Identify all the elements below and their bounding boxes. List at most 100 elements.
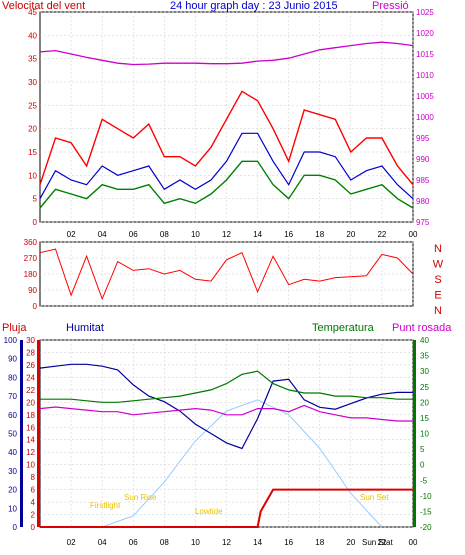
wind-axis-left: 0 5 10 15 20 25 30 35 40 45 <box>28 8 37 227</box>
direction-series <box>39 248 414 301</box>
pressure-y-tick: 1025 <box>416 8 434 17</box>
rain-y-tick: 0 <box>31 523 36 532</box>
climate-x-tick: 02 <box>67 538 76 547</box>
climate-x-tick: 16 <box>284 538 293 547</box>
pressure-label: Pressió <box>372 0 409 12</box>
rain-line <box>40 488 413 528</box>
wind-x-tick: 18 <box>315 230 324 239</box>
rain-y-tick: 10 <box>26 461 35 470</box>
rain-y-tick: 16 <box>26 423 35 432</box>
rain-axis-bar <box>37 340 40 527</box>
wind-y-tick: 0 <box>33 218 38 227</box>
climate-x-tick: 08 <box>160 538 169 547</box>
climate-axis-x: 02 04 06 08 10 12 14 16 18 20 22 00 <box>67 538 418 547</box>
wind-x-tick: 00 <box>409 230 418 239</box>
temperature-axis: -20 -15 -10 -5 0 5 10 15 20 25 30 35 40 <box>420 336 432 532</box>
humidity-axis: 0 10 20 30 40 50 60 70 80 90 100 <box>4 336 18 532</box>
humidity-axis-bar <box>20 340 23 527</box>
wind-y-tick: 25 <box>28 101 37 110</box>
temperature-y-tick: -10 <box>420 492 432 501</box>
direction-line <box>39 248 414 301</box>
climate-x-tick: 10 <box>191 538 200 547</box>
temperature-legend: Temperatura <box>312 322 375 334</box>
temperature-y-tick: 10 <box>420 430 429 439</box>
pressure-y-tick: 990 <box>416 155 430 164</box>
climate-x-tick: 22 <box>377 538 386 547</box>
pressure-y-tick: 1005 <box>416 92 434 101</box>
low-wind-line <box>39 160 414 209</box>
humidity-y-tick: 60 <box>8 411 17 420</box>
wind-y-tick: 5 <box>33 195 38 204</box>
wind-x-tick: 20 <box>346 230 355 239</box>
rain-y-tick: 14 <box>26 436 35 445</box>
wind-y-tick: 30 <box>28 78 37 87</box>
wind-y-tick: 40 <box>28 31 37 40</box>
humidity-y-tick: 30 <box>8 467 17 476</box>
rain-y-tick: 4 <box>31 498 36 507</box>
humidity-y-tick: 10 <box>8 504 17 513</box>
temperature-axis-bar <box>413 340 416 527</box>
humidity-y-tick: 40 <box>8 448 17 457</box>
compass-label: E <box>434 290 441 302</box>
humidity-legend: Humitat <box>66 322 104 334</box>
wind-x-tick: 12 <box>222 230 231 239</box>
temperature-y-tick: -5 <box>420 476 428 485</box>
temperature-y-tick: 30 <box>420 367 429 376</box>
temperature-y-tick: 0 <box>420 461 425 470</box>
sunset-label: Sun Set <box>360 493 389 502</box>
wind-speed-label: Velocitat del vent <box>2 0 85 12</box>
rain-y-tick: 6 <box>31 486 36 495</box>
pressure-y-tick: 975 <box>416 218 430 227</box>
pressure-line <box>39 41 414 66</box>
sunrise-label: Sun Rise <box>124 493 157 502</box>
direction-y-tick: 360 <box>24 238 38 247</box>
wind-x-tick: 06 <box>129 230 138 239</box>
wind-x-tick: 02 <box>67 230 76 239</box>
humidity-y-tick: 50 <box>8 430 17 439</box>
wind-y-tick: 15 <box>28 148 37 157</box>
direction-y-tick: 270 <box>24 254 38 263</box>
chart-title: 24 hour graph day : 23 Junio 2015 <box>170 0 338 12</box>
climate-x-tick: 14 <box>253 538 262 547</box>
wind-y-tick: 35 <box>28 55 37 64</box>
wind-y-tick: 45 <box>28 8 37 17</box>
wind-x-tick: 04 <box>98 230 107 239</box>
pressure-y-tick: 1010 <box>416 71 434 80</box>
wind-axis-right: 975 980 985 990 995 1000 1005 1010 1015 1020 1025 <box>416 8 434 227</box>
compass-label: N <box>434 305 442 317</box>
pressure-y-tick: 1015 <box>416 50 434 59</box>
climate-x-tick: 04 <box>98 538 107 547</box>
temperature-y-tick: -20 <box>420 523 432 532</box>
humidity-y-tick: 70 <box>8 392 17 401</box>
climate-x-tick: 00 <box>409 538 418 547</box>
wind-y-tick: 10 <box>28 171 37 180</box>
compass-label: W <box>433 259 444 271</box>
wind-x-tick: 16 <box>284 230 293 239</box>
temperature-y-tick: 15 <box>420 414 429 423</box>
rain-y-tick: 28 <box>26 348 35 357</box>
humidity-y-tick: 80 <box>8 373 17 382</box>
pressure-y-tick: 980 <box>416 197 430 206</box>
temperature-y-tick: 35 <box>420 352 429 361</box>
wind-x-tick: 08 <box>160 230 169 239</box>
rain-y-tick: 18 <box>26 411 35 420</box>
gust-line <box>39 90 414 186</box>
avg-wind-line <box>39 132 414 200</box>
compass-label: S <box>434 274 441 286</box>
firstlight-label: Firstlight <box>90 501 121 510</box>
direction-y-tick: 180 <box>24 270 38 279</box>
wind-series <box>39 41 414 209</box>
dewpoint-legend: Punt rosada <box>392 322 452 334</box>
temperature-y-tick: -15 <box>420 507 432 516</box>
humidity-y-tick: 90 <box>8 355 17 364</box>
humidity-line <box>39 363 413 450</box>
direction-y-tick: 0 <box>33 302 38 311</box>
sunstat-label: Sun Stat <box>362 538 393 547</box>
humidity-y-tick: 20 <box>8 486 17 495</box>
climate-grid <box>40 339 414 528</box>
direction-axis-left: 0 90 180 270 360 <box>24 238 38 311</box>
wind-axis-x: 02 04 06 08 10 12 14 16 18 20 22 00 <box>67 230 418 239</box>
